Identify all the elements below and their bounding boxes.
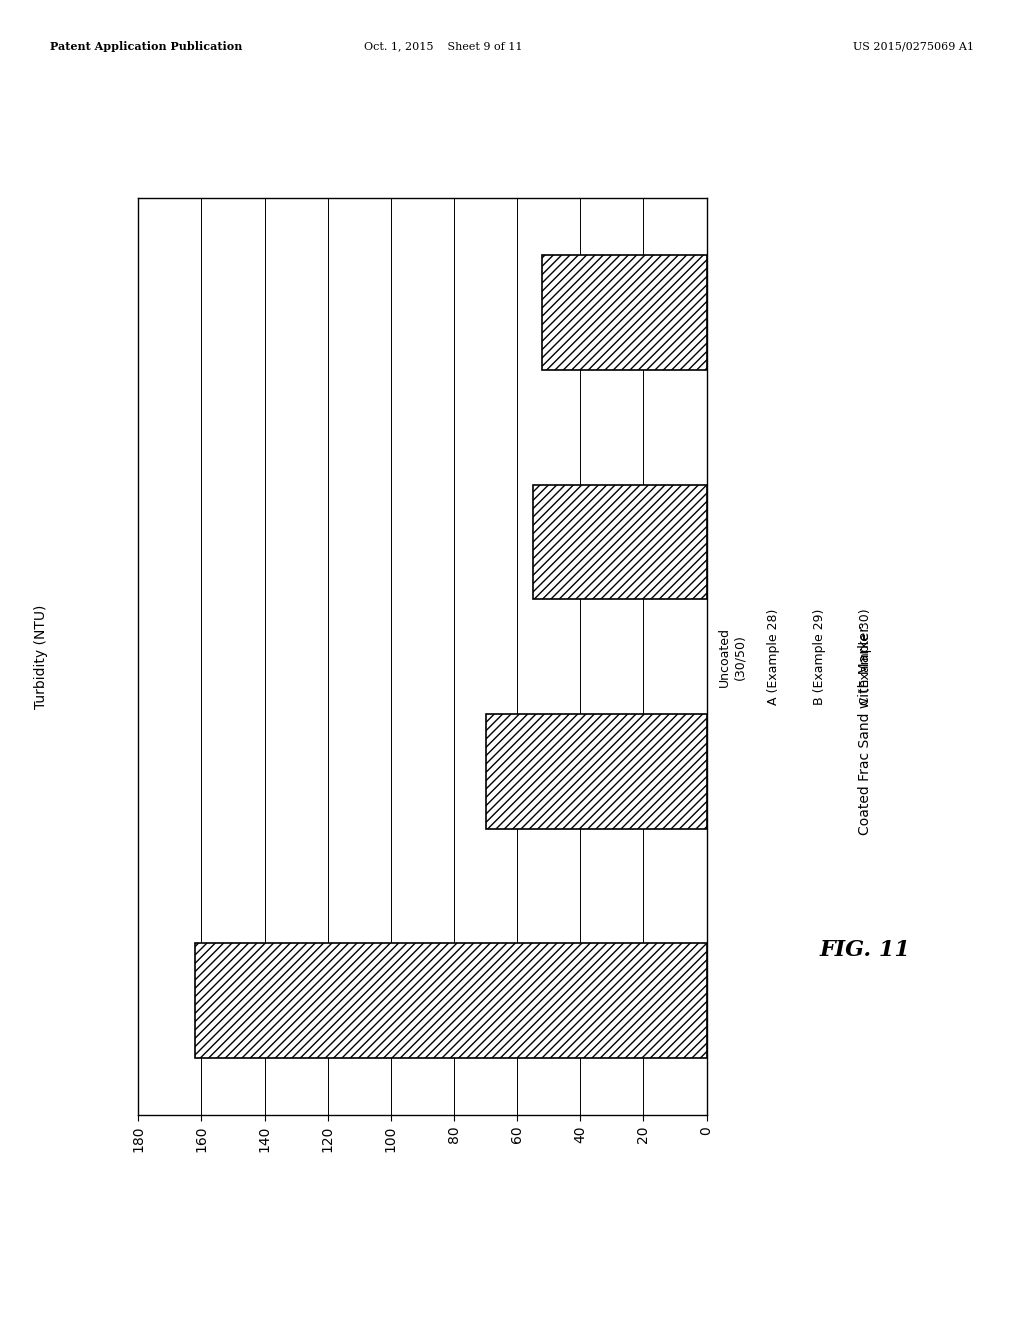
Text: FIG. 11: FIG. 11 — [820, 940, 910, 961]
Text: Oct. 1, 2015    Sheet 9 of 11: Oct. 1, 2015 Sheet 9 of 11 — [364, 41, 522, 51]
Text: Coated Frac Sand with Marker: Coated Frac Sand with Marker — [858, 626, 872, 834]
Text: US 2015/0275069 A1: US 2015/0275069 A1 — [853, 41, 974, 51]
Bar — [485, 714, 707, 829]
Text: B (Example 29): B (Example 29) — [813, 609, 825, 705]
Bar — [195, 944, 707, 1059]
Text: A (Example 28): A (Example 28) — [767, 609, 779, 705]
Bar — [543, 255, 707, 370]
Text: Uncoated
(30/50): Uncoated (30/50) — [718, 627, 746, 686]
Text: Turbidity (NTU): Turbidity (NTU) — [34, 605, 48, 709]
Text: C (Example 30): C (Example 30) — [859, 609, 871, 705]
Text: Patent Application Publication: Patent Application Publication — [50, 41, 243, 51]
Bar — [532, 484, 707, 599]
